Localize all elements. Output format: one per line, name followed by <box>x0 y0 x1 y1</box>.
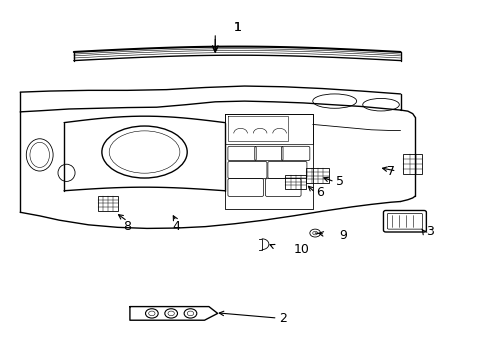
Text: 10: 10 <box>293 243 308 256</box>
Bar <box>305 168 329 183</box>
Text: 5: 5 <box>335 175 343 188</box>
Text: 1: 1 <box>233 21 241 34</box>
Text: 6: 6 <box>316 186 324 199</box>
Bar <box>98 196 118 211</box>
Text: 1: 1 <box>233 21 241 34</box>
Text: 2: 2 <box>279 311 287 325</box>
Bar <box>403 154 421 174</box>
Text: 3: 3 <box>425 225 433 238</box>
Text: 9: 9 <box>339 229 347 242</box>
Text: 4: 4 <box>172 220 180 233</box>
Bar <box>285 175 305 189</box>
Text: 7: 7 <box>386 165 394 177</box>
Text: 8: 8 <box>123 220 131 233</box>
